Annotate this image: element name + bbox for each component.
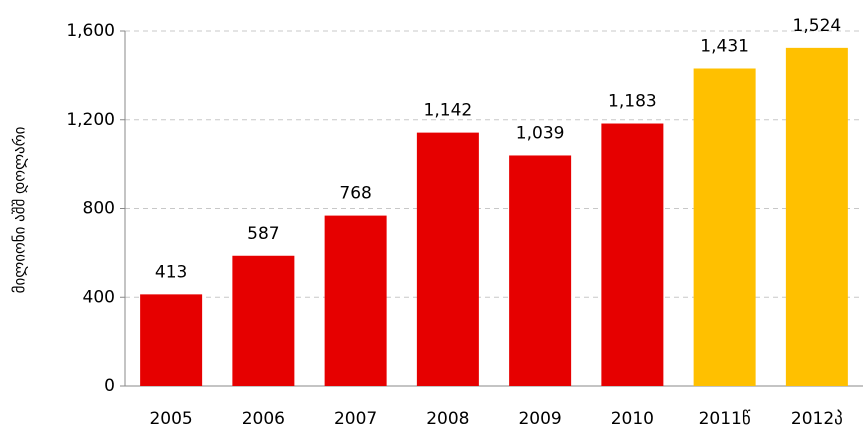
y-tick-label: 1,200	[66, 110, 115, 130]
x-tick-label: 2009	[518, 409, 561, 429]
bar	[509, 155, 572, 386]
x-tick-label: 2012პ	[791, 409, 843, 429]
value-label: 1,183	[608, 92, 657, 112]
x-tick-label: 2008	[426, 409, 469, 429]
value-label: 1,142	[424, 101, 473, 121]
bar	[324, 215, 387, 386]
bar	[693, 68, 756, 386]
x-tick-label: 2010	[611, 409, 654, 429]
x-tick-label: 2005	[149, 409, 192, 429]
value-label: 1,039	[516, 123, 565, 143]
y-tick-label: 0	[104, 376, 115, 396]
bar	[232, 255, 295, 386]
value-label: 1,431	[700, 36, 749, 56]
bar	[416, 132, 479, 386]
y-tick-label: 400	[83, 287, 115, 307]
x-tick-label: 2007	[334, 409, 377, 429]
y-tick-label: 1,600	[66, 21, 115, 41]
y-axis-label: მილიონი აშშ დოლარი	[11, 126, 29, 293]
bar	[140, 294, 203, 386]
x-tick-label: 2011წ	[699, 409, 751, 429]
bar	[785, 47, 848, 387]
value-label: 1,524	[793, 16, 842, 36]
value-label: 768	[339, 184, 371, 204]
value-label: 413	[155, 262, 187, 282]
value-label: 587	[247, 224, 279, 244]
bar	[601, 123, 664, 386]
x-tick-label: 2006	[242, 409, 285, 429]
y-tick-label: 800	[83, 199, 115, 219]
